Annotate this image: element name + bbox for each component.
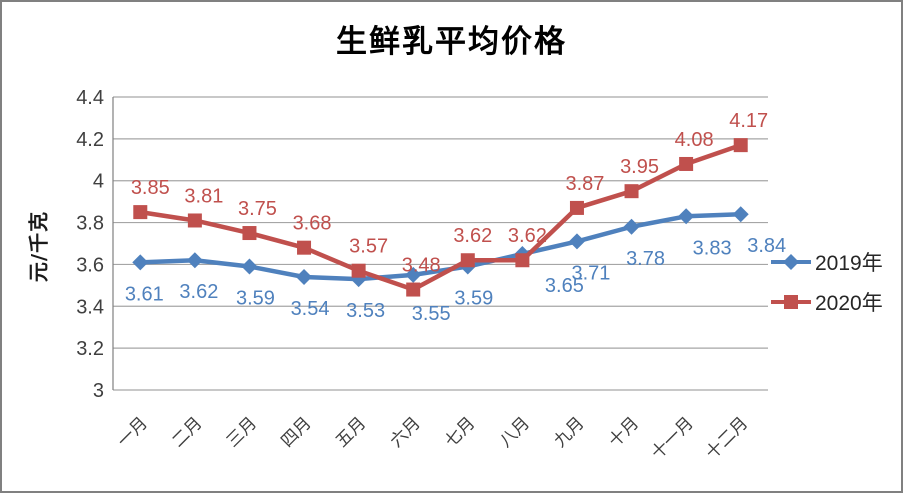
legend: 2019年 2020年	[770, 247, 883, 317]
y-tick-label: 3.4	[76, 296, 104, 318]
data-point-marker[interactable]	[296, 268, 313, 285]
data-point-label: 3.55	[412, 303, 451, 325]
data-point-marker[interactable]	[351, 263, 366, 278]
y-tick-label: 3.8	[76, 213, 104, 235]
x-tick-label: 八月	[496, 413, 534, 451]
data-point-marker[interactable]	[569, 200, 584, 215]
x-tick-label: 六月	[387, 413, 425, 451]
data-point-marker[interactable]	[132, 254, 149, 271]
y-tick-label: 3.2	[76, 338, 104, 360]
data-point-marker[interactable]	[133, 205, 148, 220]
legend-label-2019: 2019年	[815, 252, 883, 275]
data-point-label: 3.68	[293, 213, 332, 235]
data-point-marker[interactable]	[460, 253, 475, 268]
x-tick-label: 五月	[332, 413, 370, 451]
data-point-marker[interactable]	[297, 240, 312, 255]
series-line-2019年[interactable]	[138, 211, 743, 282]
x-tick-label: 四月	[277, 413, 315, 451]
legend-line-square-icon	[771, 295, 811, 309]
x-tick-label: 十一月	[647, 413, 697, 463]
data-point-marker[interactable]	[406, 282, 421, 297]
data-point-label: 3.75	[238, 198, 277, 220]
data-point-marker[interactable]	[733, 138, 748, 153]
x-tick-label: 二月	[168, 413, 206, 451]
data-point-marker[interactable]	[405, 266, 422, 283]
legend-line-diamond-icon	[771, 254, 811, 270]
data-point-label: 3.54	[291, 298, 330, 320]
data-point-marker[interactable]	[187, 213, 202, 228]
x-tick-label: 七月	[441, 413, 479, 451]
y-tick-label: 4	[93, 171, 104, 193]
data-point-marker[interactable]	[623, 218, 640, 235]
series-line-2020年[interactable]	[138, 142, 743, 292]
data-point-label: 3.61	[125, 283, 164, 305]
data-point-label: 3.62	[508, 225, 547, 247]
data-point-label: 4.17	[729, 110, 768, 132]
data-point-marker[interactable]	[678, 208, 695, 225]
data-point-label: 3.81	[184, 185, 223, 207]
data-point-label: 3.59	[236, 288, 275, 310]
data-point-label: 3.87	[565, 173, 604, 195]
data-point-marker[interactable]	[568, 233, 585, 250]
data-point-marker[interactable]	[624, 184, 639, 199]
chart-title: 生鲜乳平均价格	[336, 24, 567, 60]
data-point-label: 3.59	[454, 288, 493, 310]
data-point-label: 3.62	[179, 281, 218, 303]
data-point-label: 3.48	[402, 255, 441, 277]
data-point-marker[interactable]	[515, 253, 530, 268]
data-point-label: 3.84	[747, 235, 786, 257]
data-point-label: 3.65	[545, 275, 584, 297]
data-point-label: 4.08	[675, 129, 714, 151]
x-tick-label: 九月	[550, 413, 588, 451]
data-point-label: 3.53	[346, 300, 385, 322]
y-tick-label: 3.6	[76, 254, 104, 276]
data-point-marker[interactable]	[186, 252, 203, 269]
legend-item-2019[interactable]: 2019年	[770, 247, 883, 277]
legend-label-2020: 2020年	[815, 292, 883, 315]
data-point-label: 3.57	[349, 236, 388, 258]
legend-item-2020[interactable]: 2020年	[770, 287, 883, 317]
y-tick-label: 3	[93, 380, 104, 402]
data-point-label: 3.71	[571, 262, 610, 284]
data-point-label: 3.85	[131, 177, 170, 199]
x-tick-label: 三月	[223, 413, 261, 451]
x-tick-label: 十二月	[702, 413, 752, 463]
data-point-marker[interactable]	[241, 258, 258, 275]
data-point-label: 3.83	[693, 237, 732, 259]
data-point-marker[interactable]	[679, 156, 694, 171]
data-point-label: 3.95	[620, 156, 659, 178]
y-tick-label: 4.2	[76, 129, 104, 151]
x-tick-label: 十月	[605, 413, 643, 451]
data-point-label: 3.62	[453, 225, 492, 247]
y-tick-label: 4.4	[76, 87, 104, 109]
x-tick-label: 一月	[114, 413, 152, 451]
data-point-marker[interactable]	[732, 206, 749, 223]
data-point-marker[interactable]	[242, 226, 257, 241]
data-point-label: 3.78	[626, 248, 665, 270]
